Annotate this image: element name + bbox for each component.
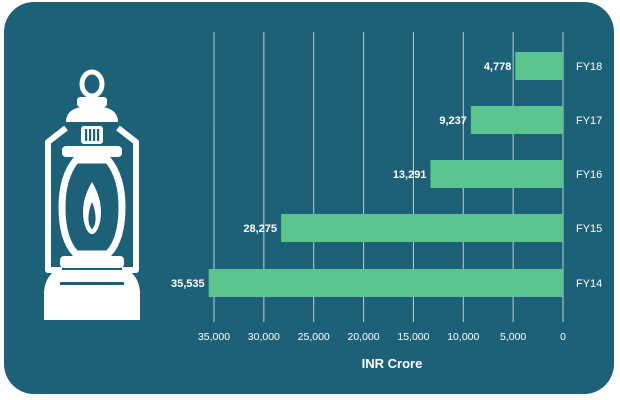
- x-tick-label: 15,000: [397, 331, 429, 343]
- data-label: 13,291: [393, 169, 427, 181]
- data-label: 4,778: [484, 61, 512, 73]
- category-label: FY16: [576, 169, 602, 181]
- bar-fy15: [281, 214, 563, 242]
- category-label: FY17: [576, 115, 602, 127]
- category-label: FY14: [576, 278, 602, 290]
- x-tick-label: 10,000: [447, 331, 479, 343]
- x-tick-label: 0: [560, 331, 566, 343]
- bar-fy17: [470, 106, 563, 134]
- data-label: 28,275: [243, 223, 277, 235]
- x-axis-label: INR Crore: [362, 356, 423, 371]
- data-label: 35,535: [171, 278, 205, 290]
- x-tick-label: 35,000: [198, 331, 230, 343]
- bar-fy18: [515, 52, 563, 80]
- x-tick-label: 30,000: [248, 331, 280, 343]
- chart-card: 35,000 30,000 25,000 20,000 15,000 10,000 5,00…: [4, 2, 614, 394]
- category-label: FY18: [576, 61, 602, 73]
- bar-chart: 35,000 30,000 25,000 20,000 15,000 10,000 5,00…: [44, 32, 602, 371]
- x-tick-label: 25,000: [298, 331, 330, 343]
- category-label: FY15: [576, 223, 602, 235]
- lantern-icon: [44, 69, 140, 320]
- bar-fy14: [208, 269, 563, 297]
- bar-fy16: [430, 160, 563, 188]
- x-tick-label: 20,000: [348, 331, 380, 343]
- x-tick-label: 5,000: [500, 331, 526, 343]
- data-label: 9,237: [439, 115, 467, 127]
